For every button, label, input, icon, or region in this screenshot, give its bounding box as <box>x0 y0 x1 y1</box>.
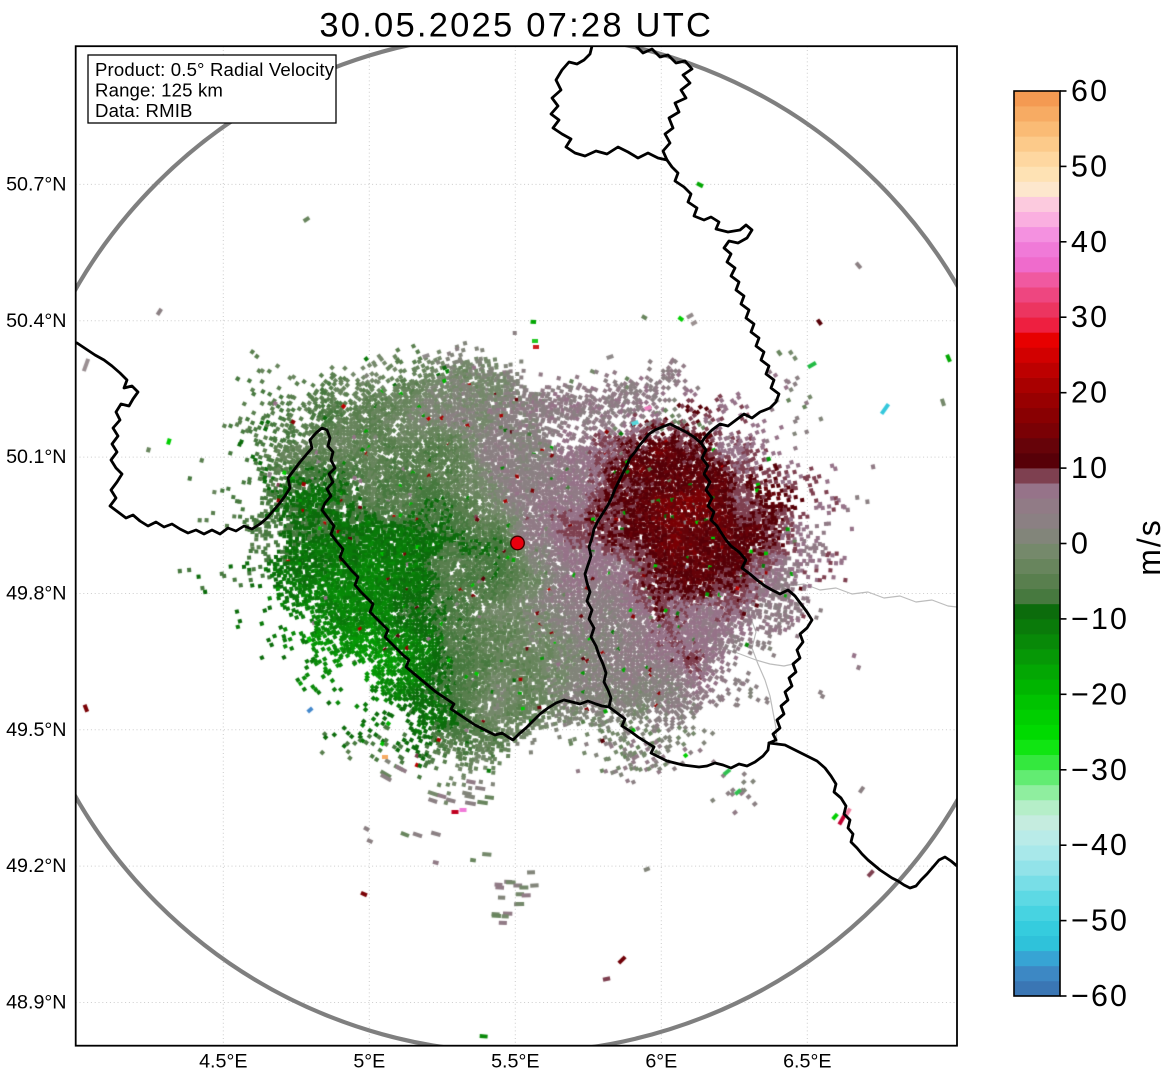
svg-text:60: 60 <box>1071 74 1109 108</box>
svg-text:Range: 125 km: Range: 125 km <box>95 80 223 101</box>
svg-text:30.05.2025 07:28 UTC: 30.05.2025 07:28 UTC <box>319 7 713 45</box>
svg-text:50.1°N: 50.1°N <box>6 446 66 468</box>
svg-text:4.5°E: 4.5°E <box>199 1051 247 1073</box>
svg-text:6.5°E: 6.5°E <box>783 1051 831 1073</box>
svg-text:50: 50 <box>1071 149 1109 183</box>
svg-text:48.9°N: 48.9°N <box>6 992 66 1014</box>
svg-text:30: 30 <box>1071 300 1109 334</box>
svg-text:−30: −30 <box>1071 753 1129 787</box>
svg-text:−10: −10 <box>1071 602 1129 636</box>
svg-text:50.4°N: 50.4°N <box>6 310 66 332</box>
svg-text:20: 20 <box>1071 376 1109 410</box>
svg-text:5°E: 5°E <box>353 1051 385 1073</box>
svg-text:−40: −40 <box>1071 828 1129 862</box>
svg-text:10: 10 <box>1071 451 1109 485</box>
svg-text:Data: RMIB: Data: RMIB <box>95 100 193 121</box>
svg-text:−50: −50 <box>1071 904 1129 938</box>
svg-text:5.5°E: 5.5°E <box>491 1051 539 1073</box>
svg-text:0: 0 <box>1071 527 1090 561</box>
svg-text:m/s: m/s <box>1131 518 1167 576</box>
svg-text:−20: −20 <box>1071 677 1129 711</box>
svg-text:50.7°N: 50.7°N <box>6 173 66 195</box>
svg-text:Product: 0.5° Radial Velocity: Product: 0.5° Radial Velocity <box>95 59 335 80</box>
svg-text:49.2°N: 49.2°N <box>6 855 66 877</box>
svg-text:−60: −60 <box>1071 979 1129 1013</box>
svg-text:49.5°N: 49.5°N <box>6 719 66 741</box>
svg-text:40: 40 <box>1071 225 1109 259</box>
svg-text:49.8°N: 49.8°N <box>6 582 66 604</box>
svg-text:6°E: 6°E <box>645 1051 677 1073</box>
